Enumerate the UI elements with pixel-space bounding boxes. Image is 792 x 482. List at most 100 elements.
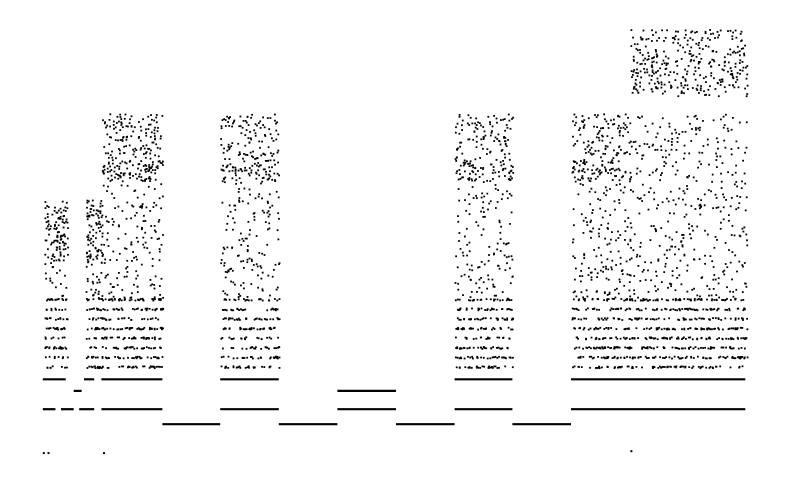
point bbox=[597, 327, 600, 330]
point bbox=[728, 219, 730, 222]
point bbox=[276, 355, 279, 358]
point bbox=[122, 174, 125, 177]
point bbox=[587, 267, 590, 269]
point bbox=[741, 327, 744, 329]
point bbox=[471, 299, 474, 302]
point bbox=[463, 273, 466, 276]
point bbox=[710, 299, 713, 302]
point bbox=[714, 317, 717, 319]
point bbox=[242, 260, 245, 262]
point bbox=[619, 307, 622, 310]
point bbox=[674, 253, 676, 256]
point bbox=[644, 279, 647, 281]
point bbox=[237, 366, 240, 369]
point bbox=[718, 328, 720, 331]
point bbox=[607, 298, 610, 301]
point bbox=[634, 317, 637, 320]
point bbox=[118, 252, 121, 255]
point bbox=[97, 327, 99, 330]
point bbox=[655, 328, 658, 331]
point bbox=[61, 309, 64, 311]
point bbox=[221, 252, 224, 255]
point bbox=[637, 91, 640, 94]
point bbox=[126, 271, 129, 273]
point bbox=[55, 308, 57, 311]
point bbox=[712, 346, 714, 349]
point bbox=[242, 240, 245, 242]
point bbox=[640, 76, 642, 79]
point bbox=[244, 134, 247, 136]
point bbox=[702, 308, 705, 311]
point bbox=[110, 174, 113, 177]
point bbox=[629, 274, 632, 277]
point bbox=[492, 327, 495, 329]
point bbox=[654, 227, 657, 230]
point bbox=[466, 160, 468, 163]
point bbox=[634, 356, 636, 359]
point bbox=[575, 116, 578, 119]
point bbox=[239, 319, 241, 321]
point bbox=[737, 347, 740, 350]
point bbox=[267, 210, 270, 212]
point bbox=[62, 209, 65, 212]
point bbox=[249, 137, 252, 140]
point bbox=[92, 214, 95, 217]
point bbox=[512, 116, 515, 119]
point bbox=[677, 197, 680, 200]
point bbox=[153, 328, 156, 331]
point bbox=[630, 29, 633, 31]
point bbox=[647, 208, 650, 211]
point bbox=[161, 366, 163, 368]
point bbox=[639, 356, 642, 358]
point bbox=[739, 326, 742, 329]
point bbox=[90, 225, 93, 228]
point bbox=[149, 180, 151, 182]
point bbox=[153, 298, 156, 300]
point bbox=[266, 309, 269, 312]
point bbox=[645, 38, 648, 41]
point bbox=[644, 125, 647, 127]
point bbox=[673, 36, 676, 39]
point bbox=[713, 60, 716, 63]
point bbox=[506, 347, 509, 350]
point bbox=[129, 159, 132, 162]
point bbox=[627, 116, 629, 119]
point bbox=[642, 269, 645, 271]
point bbox=[245, 169, 248, 172]
point bbox=[506, 308, 509, 311]
point bbox=[671, 357, 673, 360]
point bbox=[614, 366, 616, 368]
point bbox=[635, 366, 638, 368]
point bbox=[111, 223, 114, 226]
point bbox=[610, 266, 613, 269]
point bbox=[696, 31, 698, 33]
point bbox=[109, 318, 112, 321]
point bbox=[160, 243, 163, 246]
point bbox=[702, 120, 704, 122]
point bbox=[583, 119, 586, 121]
point bbox=[106, 232, 109, 235]
point bbox=[632, 58, 635, 61]
point bbox=[482, 216, 485, 218]
point bbox=[651, 75, 653, 77]
point bbox=[655, 169, 657, 172]
point bbox=[693, 115, 696, 118]
point bbox=[497, 189, 499, 191]
point bbox=[628, 281, 631, 283]
point bbox=[719, 84, 722, 86]
point bbox=[590, 146, 593, 149]
point bbox=[493, 294, 496, 297]
point bbox=[269, 159, 272, 162]
point bbox=[637, 296, 639, 299]
point bbox=[109, 170, 111, 173]
point bbox=[46, 318, 49, 320]
point bbox=[129, 118, 131, 121]
point bbox=[602, 152, 605, 155]
point bbox=[710, 346, 712, 348]
point bbox=[504, 156, 506, 159]
point bbox=[223, 327, 226, 330]
point bbox=[660, 174, 662, 176]
point bbox=[243, 298, 245, 300]
point bbox=[277, 161, 279, 164]
